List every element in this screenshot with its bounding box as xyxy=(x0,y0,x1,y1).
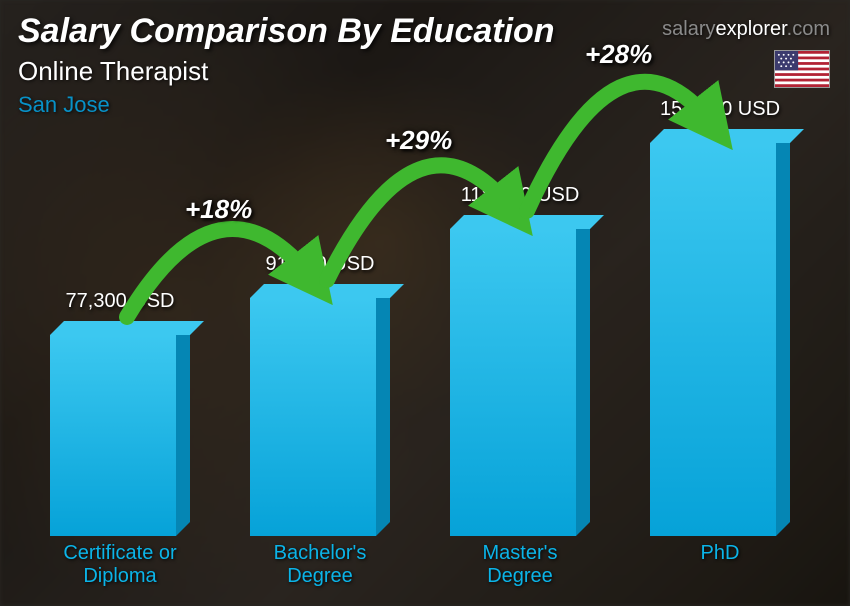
bar-front xyxy=(50,335,176,536)
percent-increase-label: +18% xyxy=(185,194,252,225)
bar-side xyxy=(776,129,790,536)
bar-chart: 77,300 USDCertificate orDiploma91,500 US… xyxy=(40,120,790,536)
us-flag-icon xyxy=(774,50,830,88)
bar-side xyxy=(576,215,590,536)
percent-increase-label: +28% xyxy=(585,39,652,70)
location-label: San Jose xyxy=(18,92,110,118)
chart-container: Salary Comparison By Education Online Th… xyxy=(0,0,850,606)
brand-suffix: .com xyxy=(787,18,830,40)
bar-group: 77,300 USDCertificate orDiploma xyxy=(50,335,190,536)
percent-increase-label: +29% xyxy=(385,125,452,156)
bar-category-label: Master'sDegree xyxy=(430,542,610,588)
bar-side xyxy=(376,284,390,536)
bar-category-label: Bachelor'sDegree xyxy=(230,542,410,588)
bar-category-label: PhD xyxy=(630,542,810,565)
bar-side xyxy=(176,321,190,536)
job-title: Online Therapist xyxy=(18,56,208,87)
bar-category-label: Certificate orDiploma xyxy=(30,542,210,588)
page-title: Salary Comparison By Education xyxy=(18,12,555,51)
